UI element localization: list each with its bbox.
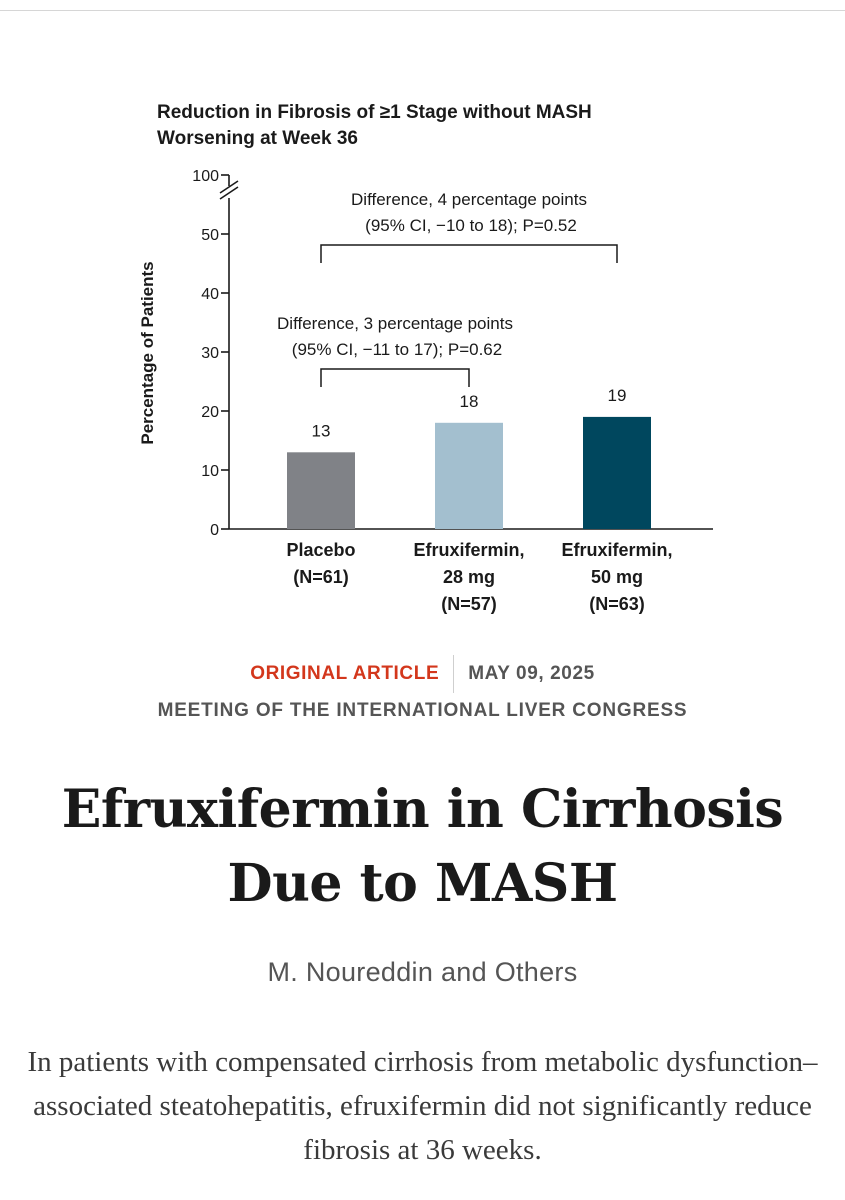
article-date: MAY 09, 2025 bbox=[468, 663, 595, 684]
meta-divider bbox=[453, 655, 455, 693]
category-label: Placebo bbox=[286, 540, 355, 560]
y-tick-label: 0 bbox=[210, 522, 219, 539]
comparison-annotation: Difference, 3 percentage points bbox=[277, 314, 513, 333]
comparison-annotation: Difference, 4 percentage points bbox=[351, 190, 587, 209]
category-label: 50 mg bbox=[591, 567, 643, 587]
meeting-label: MEETING OF THE INTERNATIONAL LIVER CONGR… bbox=[157, 700, 688, 721]
y-tick-label: 10 bbox=[201, 463, 219, 480]
top-divider bbox=[0, 10, 845, 11]
bar-value-label: 18 bbox=[460, 392, 479, 411]
y-tick-label: 50 bbox=[201, 227, 219, 244]
y-tick-label: 20 bbox=[201, 404, 219, 421]
article-type-label[interactable]: ORIGINAL ARTICLE bbox=[250, 663, 440, 684]
bar-value-label: 13 bbox=[312, 421, 331, 440]
comparison-bracket bbox=[320, 244, 618, 263]
figure[interactable]: Reduction in Fibrosis of ≥1 Stage withou… bbox=[0, 0, 845, 640]
y-axis-label: Percentage of Patients bbox=[138, 261, 157, 444]
chart-title-line-1: Reduction in Fibrosis of ≥1 Stage withou… bbox=[157, 102, 592, 123]
article-summary: In patients with compensated cirrhosis f… bbox=[27, 1046, 818, 1166]
y-tick-label: 30 bbox=[201, 345, 219, 362]
article-meta: ORIGINAL ARTICLE MAY 09, 2025 bbox=[0, 655, 845, 693]
bar-chart: 0 10 20 30 40 50 100 Percentage of Patients 13 Pl… bbox=[138, 168, 713, 614]
axis-break-mark bbox=[219, 186, 239, 200]
chart-title-line-2: Worsening at Week 36 bbox=[157, 128, 358, 149]
article-title[interactable]: Efruxifermin in Cirrhosis Due to MASH bbox=[61, 779, 784, 914]
category-label: Efruxifermin, bbox=[413, 540, 524, 560]
y-tick-label: 40 bbox=[201, 286, 219, 303]
chart-title: Reduction in Fibrosis of ≥1 Stage withou… bbox=[157, 100, 592, 152]
category-label: (N=57) bbox=[441, 594, 497, 614]
bar bbox=[435, 422, 503, 529]
category-label: (N=63) bbox=[589, 594, 645, 614]
comparison-annotation: (95% CI, −10 to 18); P=0.52 bbox=[365, 216, 577, 235]
axis-break-mark bbox=[219, 180, 239, 194]
y-tick-label: 100 bbox=[192, 168, 219, 185]
bar-value-label: 19 bbox=[608, 386, 627, 405]
category-label: (N=61) bbox=[293, 567, 349, 587]
category-label: Efruxifermin, bbox=[561, 540, 672, 560]
article-authors[interactable]: M. Noureddin and Others bbox=[267, 957, 578, 987]
comparison-annotation: (95% CI, −11 to 17); P=0.62 bbox=[292, 340, 502, 359]
comparison-bracket bbox=[320, 368, 470, 387]
bar bbox=[287, 452, 355, 529]
bar bbox=[583, 416, 651, 529]
category-label: 28 mg bbox=[443, 567, 495, 587]
